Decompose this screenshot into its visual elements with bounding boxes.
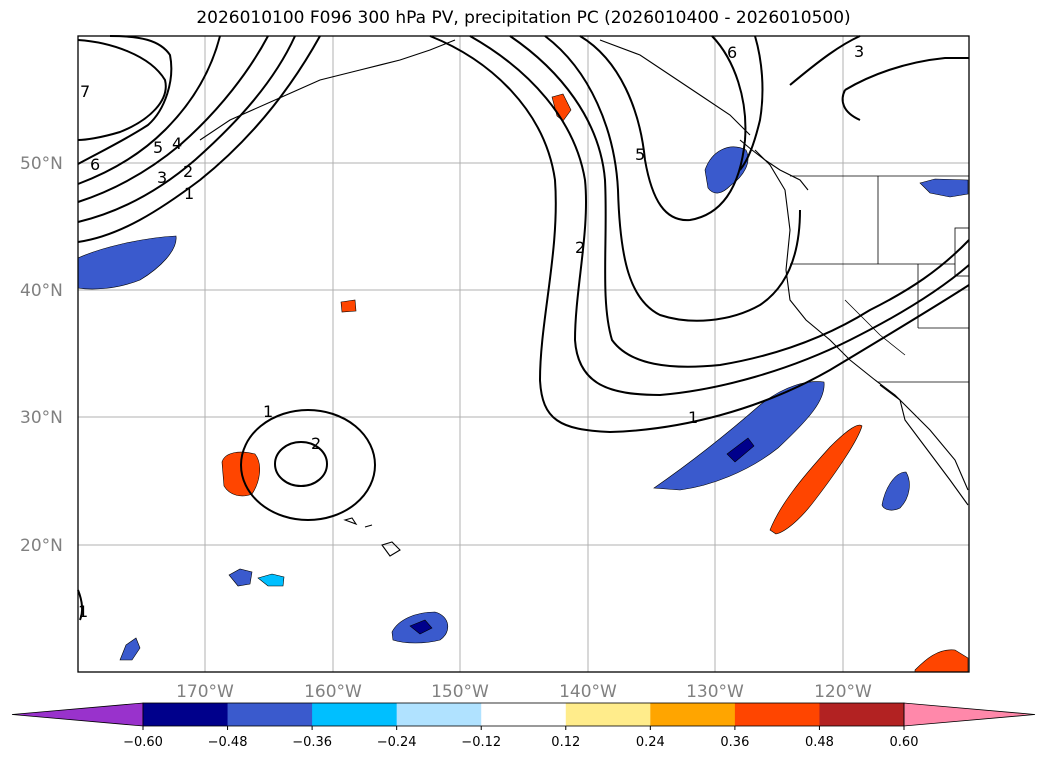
precip-neg-south-core <box>409 619 433 635</box>
lat-label: 20°N <box>20 536 63 556</box>
colorbar-tick-label: 0.48 <box>805 735 834 750</box>
contour-labels: 7 6 5 4 3 2 1 2 5 6 3 1 1 2 1 <box>78 42 864 621</box>
colorbar-frame <box>142 702 905 727</box>
colorbar-segment <box>819 703 905 726</box>
lon-label: 160°W <box>304 682 362 702</box>
lat-labels: 50°N 40°N 30°N 20°N <box>20 154 63 556</box>
lon-labels: 170°W 160°W 150°W 140°W 130°W 120°W <box>176 682 872 702</box>
precip-neg-west <box>77 235 177 290</box>
contour-label: 1 <box>184 184 194 203</box>
colorbar-extend-high <box>903 702 1036 727</box>
colorbar-segment <box>565 703 651 726</box>
contour-label: 1 <box>78 602 88 621</box>
colorbar-segment <box>312 703 398 726</box>
colorbar-segment <box>227 703 313 726</box>
precip-neg-band <box>653 381 825 491</box>
lat-label: 50°N <box>20 154 63 174</box>
contour-label: 6 <box>90 155 100 174</box>
precip-neg-east <box>919 178 969 198</box>
contour-label: 2 <box>575 238 585 257</box>
coast-alaska <box>199 39 456 141</box>
precip-pos-band <box>769 424 863 535</box>
colorbar-tick-label: 0.60 <box>890 735 919 750</box>
colorbar-tick-label: 0.36 <box>720 735 749 750</box>
colorbar: −0.60 −0.48 −0.36 −0.24 −0.12 0.12 0.24 0.36 0.4… <box>11 702 1036 750</box>
colorbar-extend-low <box>11 702 144 727</box>
contour-label: 5 <box>635 145 645 164</box>
precip-neg-small-c <box>228 568 253 587</box>
coast-hawaii <box>381 541 401 557</box>
map-frame <box>77 35 970 673</box>
gridlines <box>78 36 969 672</box>
precip-pos-corner <box>914 649 969 673</box>
lon-label: 130°W <box>686 682 744 702</box>
colorbar-segment <box>650 703 736 726</box>
coast-hawaii-c <box>364 524 373 528</box>
contour-label: 3 <box>854 42 864 61</box>
coast-hawaii-b <box>343 517 358 526</box>
colorbar-tick-label: −0.60 <box>123 735 163 750</box>
contour-label: 6 <box>727 43 737 62</box>
colorbar-tick-label: −0.12 <box>461 735 501 750</box>
coastlines <box>199 39 969 557</box>
lon-label: 120°W <box>814 682 872 702</box>
colorbar-ticks: −0.60 −0.48 −0.36 −0.24 −0.12 0.12 0.24 0.36 0.4… <box>123 726 918 750</box>
contour-label: 1 <box>263 402 273 421</box>
contour-label: 7 <box>80 82 90 101</box>
colorbar-segment <box>734 703 820 726</box>
lon-label: 170°W <box>176 682 234 702</box>
lon-label: 140°W <box>559 682 617 702</box>
precip-neg-bc <box>704 146 749 194</box>
map-title: 2026010100 F096 300 hPa PV, precipitatio… <box>196 8 851 28</box>
contour-label: 2 <box>183 162 193 181</box>
contour-label: 4 <box>172 134 182 153</box>
borders <box>790 175 970 383</box>
lat-label: 30°N <box>20 408 63 428</box>
colorbar-tick-label: 0.12 <box>551 735 580 750</box>
colorbar-segment <box>481 703 567 726</box>
colorbar-tick-label: −0.48 <box>208 735 248 750</box>
coast-vancouver <box>739 139 809 191</box>
colorbar-tick-label: 0.24 <box>636 735 665 750</box>
pv-contours <box>77 35 970 621</box>
colorbar-tick-label: −0.24 <box>377 735 417 750</box>
precip-neg-core <box>726 437 755 463</box>
contour-label: 3 <box>157 168 167 187</box>
precip-neg-small-e <box>119 637 141 661</box>
lat-label: 40°N <box>20 281 63 301</box>
coast-westcoast <box>754 149 969 491</box>
coast-baja <box>879 384 969 506</box>
colorbar-segment <box>143 703 229 726</box>
lon-label: 150°W <box>431 682 489 702</box>
map-plot-area: 7 6 5 4 3 2 1 2 5 6 3 1 1 2 1 <box>77 35 970 673</box>
contour-label: 1 <box>688 408 698 427</box>
colorbar-segments <box>11 702 1036 727</box>
precip-neg-small-d <box>257 573 285 587</box>
precip-pos-small-a <box>340 299 357 313</box>
colorbar-segment <box>396 703 482 726</box>
contour-label: 2 <box>311 434 321 453</box>
precip-neg-mexico <box>881 471 910 511</box>
contour-label: 5 <box>153 138 163 157</box>
colorbar-tick-label: −0.36 <box>292 735 332 750</box>
coast-alaska-panhandle <box>599 39 751 136</box>
